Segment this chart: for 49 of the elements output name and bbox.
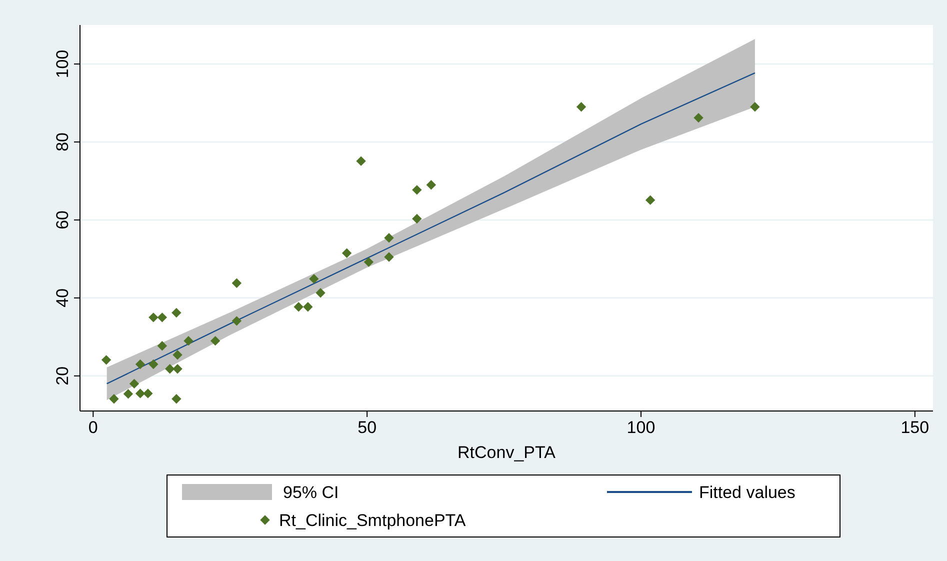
point bbox=[750, 102, 760, 112]
point bbox=[342, 248, 352, 258]
point bbox=[148, 359, 158, 370]
y-tick-label: 60 bbox=[53, 210, 72, 230]
y-tick-label: 40 bbox=[53, 288, 72, 308]
point bbox=[694, 112, 704, 123]
point bbox=[384, 252, 394, 262]
x-tick-label: 100 bbox=[626, 418, 656, 437]
text: 95% CI bbox=[283, 483, 339, 502]
point bbox=[364, 257, 374, 267]
point bbox=[172, 364, 182, 374]
point bbox=[109, 394, 119, 404]
point bbox=[148, 312, 158, 322]
point bbox=[412, 185, 422, 195]
point bbox=[143, 388, 153, 398]
point bbox=[316, 288, 326, 298]
point bbox=[412, 214, 422, 224]
point bbox=[164, 364, 175, 374]
point bbox=[123, 388, 134, 399]
y-tick-label: 100 bbox=[53, 50, 72, 78]
x-tick-label: 0 bbox=[88, 418, 98, 437]
point bbox=[645, 195, 656, 205]
point bbox=[356, 156, 366, 166]
point bbox=[157, 312, 168, 322]
point bbox=[157, 341, 168, 351]
point bbox=[232, 316, 242, 326]
point bbox=[184, 336, 194, 346]
y-tick-label: 80 bbox=[53, 132, 72, 152]
point bbox=[232, 278, 242, 288]
x-axis-title: RtConv_PTA bbox=[458, 443, 556, 462]
point bbox=[135, 359, 146, 370]
point bbox=[384, 233, 394, 243]
y-tick-label: 20 bbox=[53, 366, 72, 386]
point bbox=[210, 336, 220, 346]
point bbox=[172, 394, 182, 404]
point bbox=[303, 302, 313, 312]
point bbox=[172, 350, 182, 360]
point bbox=[135, 388, 146, 398]
legend-label: Rt_Clinic_SmtphonePTA bbox=[279, 511, 466, 530]
point bbox=[172, 308, 182, 318]
legend-label: Fitted values bbox=[699, 483, 796, 502]
point bbox=[426, 180, 436, 190]
point bbox=[101, 355, 112, 365]
x-tick-label: 50 bbox=[358, 418, 377, 437]
point bbox=[294, 302, 304, 312]
point bbox=[129, 378, 140, 389]
x-tick-label: 150 bbox=[900, 418, 930, 437]
point bbox=[576, 102, 586, 112]
point bbox=[309, 274, 319, 284]
